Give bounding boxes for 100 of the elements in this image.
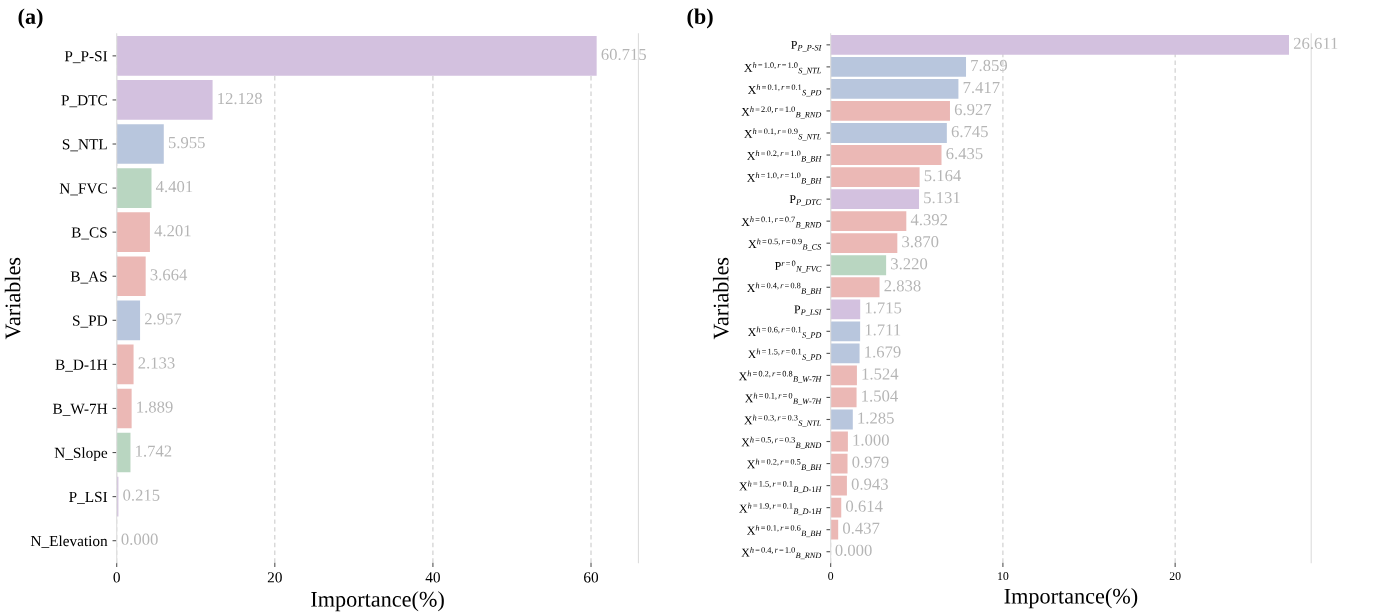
data-label: 6.745 [951,125,988,138]
y-axis-title: Variables [4,257,21,340]
data-label: 4.401 [155,181,193,193]
data-label: 4.201 [154,225,191,237]
data-label: 6.435 [946,148,983,160]
data-label: 60.715 [601,48,647,61]
bar [116,212,150,252]
bar [830,299,861,320]
data-label: 6.927 [954,103,992,116]
y-tick-label: X$^{h=0.1,r=0.7}$$_{B_RND}$ [741,216,822,229]
data-label: 7.417 [963,81,1000,94]
y-tick-label: S_NTL [62,139,107,152]
bar [116,256,146,297]
y-tick-label: X$^{h=0.4,r=0.8}$$_{B_BH}$ [747,282,822,295]
bar [830,277,880,298]
bar [116,124,164,164]
data-label: 0.943 [851,478,888,490]
data-label: 3.664 [150,269,188,281]
x-tick-label: 0 [113,572,120,583]
data-label: 1.742 [136,445,172,457]
data-label: 2.133 [138,357,175,369]
y-tick-label: P_P-SI [64,51,108,64]
bar [830,343,860,364]
y-tick-label: X$^{h=0.5,r=0.3}$$_{B_RND}$ [741,436,822,449]
data-label: 2.838 [884,280,921,292]
data-label: 3.220 [891,258,928,270]
y-tick-label: X$^{h=0.1,r=0.6}$$_{B_BH}$ [747,524,822,538]
bar [830,453,848,474]
data-label: 12.128 [218,92,262,105]
bar [116,432,131,473]
bar [830,211,907,232]
bar [830,519,839,540]
x-axis-title: Importance(%) [311,591,444,612]
y-tick-label: B_AS [70,271,107,284]
data-label: 0.614 [846,500,883,512]
data-label: 1.889 [137,401,173,413]
bar [830,79,959,99]
x-tick-label: 10 [998,572,1009,581]
x-tick-label: 20 [1169,572,1181,581]
y-tick-label: X$^{h=1.5,r=0.1}$$_{S_PD}$ [747,348,822,361]
data-label: 1.711 [865,324,901,336]
y-tick-label: X$^{h=1.5,r=0.1}$$_{B_D-1H}$ [739,480,822,494]
bar [116,80,213,120]
data-label: 1.504 [862,390,898,402]
bar [830,101,950,121]
bar [116,344,134,385]
chart-title: (a) [18,8,43,29]
data-label: 0.000 [121,533,158,545]
bar [116,36,597,76]
bar [830,321,861,342]
data-label: 1.679 [865,346,901,358]
bar [830,497,842,518]
chart-title: (b) [687,8,713,29]
data-label: 5.955 [168,136,205,149]
y-tick-label: N_Slope [54,447,108,462]
bar [830,431,848,452]
y-tick-label: P$_{P_DTC}$ [789,195,822,206]
data-label: 4.392 [910,214,948,226]
y-tick-label: X$^{h=0.2,r=0.8}$$_{B_W-7H}$ [738,370,822,383]
data-label: 0.000 [835,544,872,556]
y-tick-label: X$^{h=0.2,r=0.5}$$_{B_BH}$ [747,458,822,471]
data-label: 26.611 [1293,37,1338,50]
data-label: 0.437 [842,522,880,534]
bar [830,123,947,143]
x-tick-label: 40 [425,572,440,583]
bar [830,189,920,210]
y-tick-label: S_PD [73,315,108,328]
data-label: 2.957 [144,313,182,325]
data-label: 1.285 [858,412,894,424]
data-label: 0.979 [852,456,889,468]
data-label: 7.859 [971,59,1008,72]
bar [116,388,132,429]
bar [830,167,920,187]
y-tick-label: X$^{h=0.1,r=0.1}$$_{S_PD}$ [747,84,822,97]
bar [116,168,152,208]
data-label: 1.000 [853,434,889,446]
y-tick-label: N_Elevation [30,535,108,548]
x-tick-label: 60 [584,572,599,583]
y-tick-label: X$^{h=0.1,r=0}$$_{B_W-7H}$ [745,392,822,405]
data-label: 5.131 [924,192,960,204]
data-label: 0.215 [123,489,160,501]
y-tick-label: P$_{P_P-SI}$ [791,41,822,52]
bar [830,475,847,496]
data-label: 3.870 [902,236,939,248]
y-tick-label: B_D-1H [55,359,108,372]
data-label: 1.524 [862,368,899,380]
bar [116,300,141,341]
bar [830,56,967,77]
y-tick-label: X$^{h=1.9,r=0.1}$$_{B_D-1H}$ [739,502,822,516]
y-tick-label: B_W-7H [52,403,108,416]
y-tick-label: P_LSI [69,491,108,504]
x-tick-label: 0 [828,572,834,581]
y-tick-label: X$^{h=0.5,r=0.9}$$_{B_CS}$ [748,238,822,251]
bar [830,365,857,386]
bar [830,387,857,408]
y-tick-label: N_FVC [59,183,107,196]
bar [830,409,853,430]
x-tick-label: 20 [267,572,282,583]
y-tick-label: P$_{P_LSI}$ [794,305,822,316]
data-label: 5.164 [924,170,962,182]
